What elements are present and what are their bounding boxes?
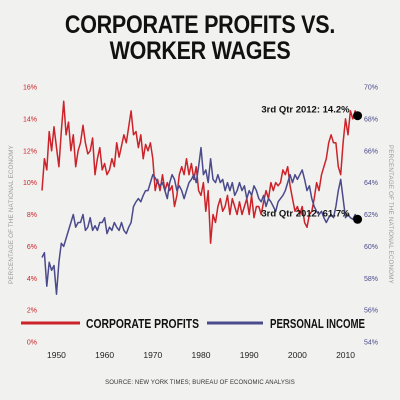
x-tick-label: 1970 — [143, 350, 162, 360]
left-tick-label: 2% — [27, 308, 37, 315]
chart-title-line-1: CORPORATE PROFITS VS. — [64, 11, 336, 39]
chart-title-line-2: WORKER WAGES — [109, 37, 291, 65]
left-tick-label: 16% — [23, 85, 37, 92]
annotation-label: 3rd Qtr 2012: 61.7% — [261, 208, 350, 219]
right-tick-label: 56% — [364, 308, 378, 315]
x-tick-label: 1960 — [95, 350, 114, 360]
right-tick-label: 70% — [364, 85, 378, 92]
annotation-marker — [353, 111, 363, 121]
right-tick-label: 60% — [364, 244, 378, 251]
left-tick-label: 4% — [27, 276, 37, 283]
right-tick-label: 58% — [364, 276, 378, 283]
right-tick-label: 68% — [364, 116, 378, 123]
left-tick-label: 14% — [23, 116, 37, 123]
right-axis-label: PERCENTAGE OF THE NATIONAL ECONOMY — [387, 145, 394, 284]
right-tick-label: 62% — [364, 212, 378, 219]
left-tick-label: 12% — [23, 148, 37, 155]
left-tick-label: 6% — [27, 244, 37, 251]
x-tick-label: 1980 — [192, 350, 211, 360]
left-axis: 0% 2% 4% 6% 8% 10% 12% 14% 16% — [23, 85, 37, 347]
x-axis: 1950 1960 1970 1980 1990 2000 2010 — [47, 350, 355, 360]
annotation-layer: 3rd Qtr 2012: 14.2% 3rd Qtr 2012: 61.7% — [261, 105, 363, 224]
x-tick-label: 2010 — [336, 350, 355, 360]
legend-label-income: PERSONAL INCOME — [270, 316, 365, 331]
legend-label-profits: CORPORATE PROFITS — [86, 316, 199, 331]
series-line-profits — [41, 100, 359, 244]
annotation-marker — [353, 214, 363, 224]
right-axis: 54% 56% 58% 60% 62% 64% 66% 68% 70% — [364, 85, 378, 347]
left-tick-label: 10% — [23, 180, 37, 187]
chart-title: CORPORATE PROFITS VS. WORKER WAGES — [28, 12, 372, 64]
left-tick-label: 0% — [27, 340, 37, 347]
series-layer — [41, 100, 359, 295]
right-tick-label: 64% — [364, 180, 378, 187]
source-note: SOURCE: NEW YORK TIMES; BUREAU OF ECONOM… — [105, 380, 295, 386]
right-tick-label: 54% — [364, 340, 378, 347]
legend: CORPORATE PROFITS PERSONAL INCOME — [21, 316, 365, 331]
x-tick-label: 2000 — [288, 350, 307, 360]
annotation-label: 3rd Qtr 2012: 14.2% — [261, 105, 350, 116]
series-line-income — [41, 146, 359, 295]
left-tick-label: 8% — [27, 212, 37, 219]
x-tick-label: 1950 — [47, 350, 66, 360]
left-axis-label: PERCENTAGE OF THE NATIONAL ECONOMY — [8, 145, 15, 284]
right-tick-label: 66% — [364, 148, 378, 155]
x-tick-label: 1990 — [240, 350, 259, 360]
